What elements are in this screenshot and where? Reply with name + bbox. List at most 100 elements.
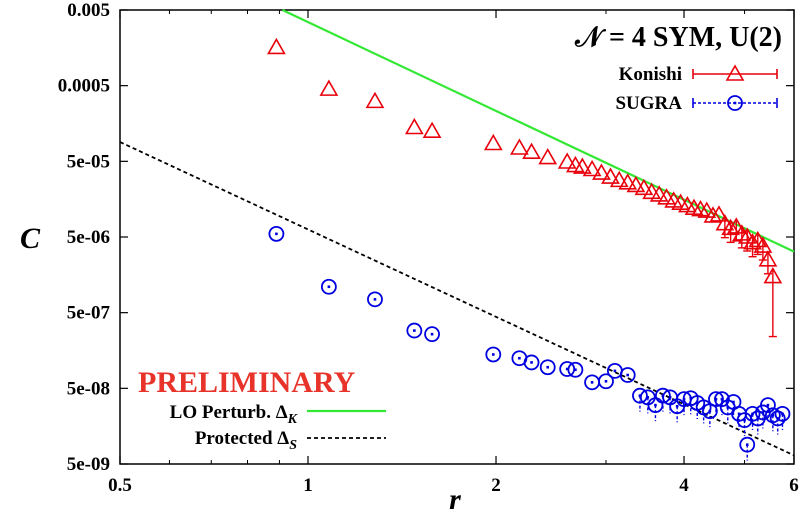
sugra-point [268,225,285,242]
sugra-point-center [565,367,569,371]
konishi-point [422,121,442,139]
konishi-point [721,218,741,236]
sugra-point-center [689,396,693,400]
y-tick-label: 0.005 [67,0,110,21]
x-tick-label: 6 [789,475,799,496]
sugra-point-center [373,298,377,301]
chart-title: 𝒩 = 4 SYM, U(2) [574,22,782,53]
sugra-point [654,387,671,404]
sugra-point-center [604,379,608,383]
sugra-point [320,278,337,295]
sugra-point-center [745,443,749,446]
legend-protected-label: Protected ΔS [195,428,297,453]
legend-konishi-label: Konishi [619,64,682,85]
konishi-point [365,91,385,109]
sugra-point [539,359,556,376]
fit-lines-group [119,9,795,457]
konishi-point [573,157,592,174]
preliminary-annotation: PRELIMINARY [138,366,356,399]
sugra-point-center [732,400,735,404]
legend-top-right: Konishi SUGRA [615,64,778,114]
legend-protected-main: Protected Δ [195,428,289,449]
sugra-point-center [720,397,724,401]
sugra-point-center [430,332,434,336]
sugra-point-center [771,414,775,417]
sugra-point-center [626,373,630,377]
sugra-point [485,346,502,363]
data-points-group [267,37,791,461]
protected-line [119,141,795,457]
sugra-point-center [708,409,712,413]
sugra-point [632,387,648,404]
sugra-point [367,291,383,308]
x-tick-label: 1 [303,475,313,496]
konishi-point [726,217,746,234]
legend-konishi-marker [725,64,745,81]
sugra-point-center [714,397,718,401]
y-tick-label: 5e-06 [67,227,110,248]
sugra-point-center [491,353,495,356]
sugra-point [598,373,614,390]
legend-bottom-left: LO Perturb. ΔK Protected ΔS [170,402,386,453]
sugra-point-center [743,418,746,422]
sugra-point [424,326,440,343]
sugra-point-center [766,403,770,407]
konishi-point [642,182,662,200]
y-tick-label: 5e-08 [67,378,110,399]
sugra-point-center [413,329,416,332]
sugra-point-center [675,404,679,408]
konishi-point [649,185,669,202]
sugra-point-center [613,369,617,373]
y-axis-label: C [20,222,41,255]
konishi-point [510,138,529,155]
konishi-point [763,266,783,284]
konishi-point [634,178,654,196]
sugra-point-center [574,368,577,372]
legend-lo-sub: K [287,412,299,427]
konishi-point [618,173,638,190]
konishi-point [657,188,676,205]
legend-sugra-label: SUGRA [615,93,682,114]
sugra-point [739,436,756,453]
konishi-point [483,133,503,151]
sugra-point [714,391,730,408]
sugra-point [744,405,761,422]
sugra-point [760,397,776,414]
konishi-point [743,233,762,250]
y-tick-label: 5e-05 [67,151,110,172]
konishi-point [703,206,723,223]
sugra-point-center [530,361,533,364]
konishi-point [626,175,646,193]
lo-perturbative-line [281,9,795,253]
konishi-point [601,167,620,184]
konishi-point [753,236,773,253]
legend-protected-sub: S [289,438,297,453]
konishi-point [404,117,424,135]
sugra-point-center [327,285,331,289]
x-tick-label: 2 [491,475,501,496]
konishi-point [758,250,778,267]
legend-sugra-swatch [692,95,778,111]
sugra-point-center [646,396,650,399]
y-tick-label: 5e-09 [67,454,110,475]
sugra-point [567,361,584,378]
sugra-point [769,410,786,427]
konishi-point [592,163,611,180]
sugra-point-center [654,403,657,407]
sugra-point-center [761,411,765,414]
sugra-point-center [737,412,741,416]
y-tick-label: 0.0005 [58,76,110,97]
sugra-point-center [668,396,672,399]
legend-konishi-swatch [692,64,778,81]
konishi-point [557,152,577,169]
legend-lo-label: LO Perturb. ΔK [170,402,299,427]
x-tick-label: 0.5 [108,475,132,496]
konishi-point [538,147,558,165]
konishi-point [267,37,286,55]
sugra-point-center [546,365,550,369]
legend-sugra-marker-center [733,101,737,105]
x-tick-label: 4 [679,475,689,496]
sugra-point-center [781,412,784,416]
ticks-group: 0.5 1 2 4 6 5e-09 5e-08 5e-07 5e-06 5e-05 0.0005 0.… [58,0,799,496]
